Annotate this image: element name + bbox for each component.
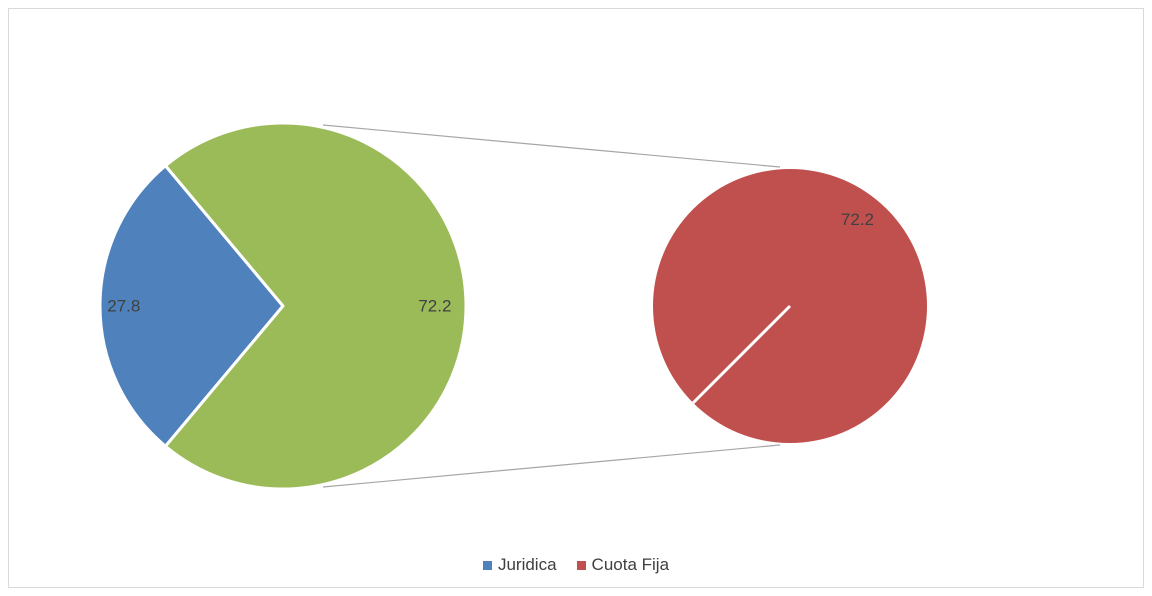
legend-item-cuota-fija: Cuota Fija bbox=[576, 555, 670, 575]
main-pie: 27.8 72.2 bbox=[98, 121, 468, 491]
pie-slice-juridica bbox=[98, 164, 285, 448]
secondary-pie: 72.2 bbox=[653, 169, 927, 443]
legend: Juridica Cuota Fija bbox=[0, 555, 1152, 575]
data-label-juridica: 27.8 bbox=[107, 297, 140, 316]
connector-lines bbox=[322, 124, 781, 488]
connector-line-bottom bbox=[322, 444, 781, 488]
pie-slice-cuota-fija bbox=[163, 121, 468, 491]
legend-label-juridica: Juridica bbox=[497, 555, 557, 574]
legend-swatch-cuota-fija bbox=[576, 560, 586, 570]
slice-separator bbox=[692, 304, 792, 404]
data-label-cuota-fija: 72.2 bbox=[418, 297, 451, 316]
connector-line-top bbox=[322, 124, 781, 168]
data-label-cuota-fija-secondary: 72.2 bbox=[841, 210, 874, 229]
legend-item-juridica: Juridica bbox=[482, 555, 557, 575]
legend-label-cuota-fija: Cuota Fija bbox=[591, 555, 670, 574]
legend-swatch-juridica bbox=[482, 560, 492, 570]
